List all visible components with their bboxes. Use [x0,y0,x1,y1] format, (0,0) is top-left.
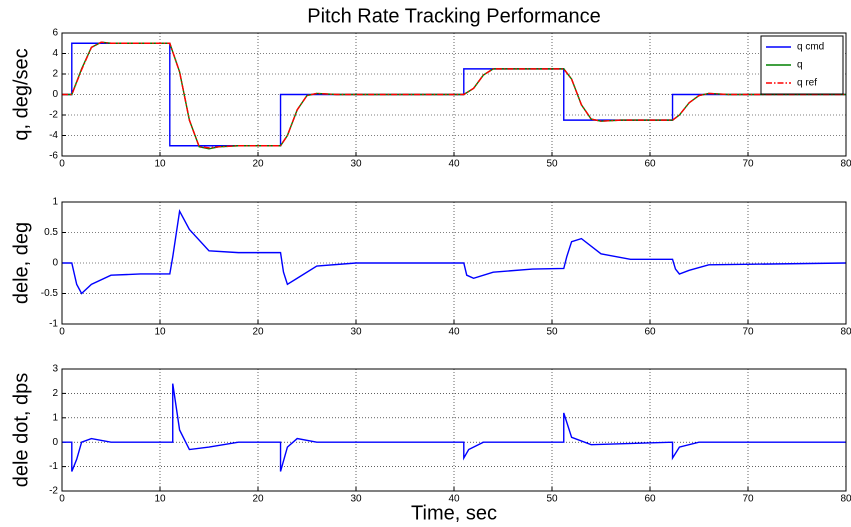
x-tick-label: 80 [840,327,851,338]
x-tick-label: 20 [252,327,264,338]
y-tick-label: 2 [52,69,58,80]
x-tick-label: 60 [644,494,656,505]
x-tick-label: 30 [350,494,362,505]
y-tick-label: 1 [52,412,58,423]
x-tick-label: 0 [59,159,65,170]
x-tick-label: 10 [154,327,166,338]
x-tick-label: 20 [252,159,264,170]
x-tick-label: 50 [546,159,558,170]
x-tick-label: 60 [644,327,656,338]
data-line [62,208,847,295]
y-tick-label: 0 [52,258,58,269]
x-tick-label: 40 [448,327,460,338]
x-tick-label: 10 [154,159,166,170]
x-tick-label: 80 [840,159,851,170]
x-tick-label: 70 [742,327,754,338]
x-tick-label: 40 [448,159,460,170]
x-tick-label: 50 [546,494,558,505]
y-tick-label: -4 [49,130,58,141]
y-tick-label: 1 [52,197,58,208]
x-tick-label: 50 [546,327,558,338]
x-tick-label: 70 [742,494,754,505]
y-tick-label: 6 [52,28,58,39]
plot-frame [61,32,847,157]
x-tick-label: 10 [154,494,166,505]
y-tick-label: -2 [49,486,58,497]
y-axis-label: dele dot, dps [10,373,32,488]
y-tick-label: -6 [49,151,58,162]
data-line [62,383,846,472]
y-tick-label: -1 [49,461,58,472]
x-tick-label: 20 [252,494,264,505]
legend-label: q cmd [797,42,824,53]
y-tick-label: 4 [52,48,58,59]
y-tick-label: 2 [52,388,58,399]
y-tick-label: 0.5 [44,227,58,238]
legend-label: q [797,60,803,71]
plot-frame [61,368,847,492]
y-axis-label: dele, deg [10,222,32,304]
chart-title: Pitch Rate Tracking Performance [307,5,600,27]
x-tick-label: 80 [840,494,851,505]
x-tick-label: 30 [350,159,362,170]
y-tick-label: -1 [49,319,58,330]
x-tick-label: 70 [742,159,754,170]
x-tick-label: 60 [644,159,656,170]
y-axis-label: q, deg/sec [10,48,32,140]
x-tick-label: 0 [59,494,65,505]
x-tick-label: 0 [59,327,65,338]
x-tick-label: 40 [448,494,460,505]
y-tick-label: 0 [52,437,58,448]
data-line [62,41,846,149]
x-axis-label: Time, sec [411,502,497,524]
y-tick-label: 0 [52,89,58,100]
legend-label: q ref [797,78,817,89]
y-tick-label: 3 [52,364,58,375]
plot-frame [61,201,847,325]
y-tick-label: -2 [49,110,58,121]
y-tick-label: -0.5 [41,288,59,299]
x-tick-label: 30 [350,327,362,338]
